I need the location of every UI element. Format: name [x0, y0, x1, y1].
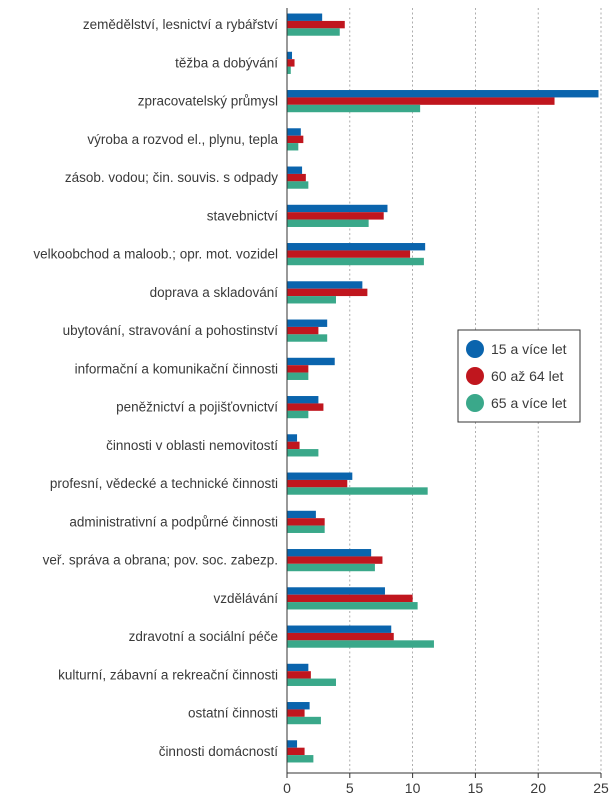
- bar-2-6: [287, 212, 384, 220]
- bar-1-10: [287, 357, 335, 366]
- bar-3-9: [287, 334, 328, 342]
- category-label: administrativní a podpůrné činnosti: [69, 514, 278, 529]
- bar-1-5: [287, 166, 303, 174]
- category-label: těžba a dobývání: [175, 55, 278, 70]
- bar-2-19: [287, 709, 305, 717]
- legend-label-3: 65 a více let: [491, 395, 567, 411]
- bar-3-15: [287, 563, 375, 572]
- bar-1-14: [287, 510, 316, 519]
- bar-1-18: [287, 663, 309, 672]
- bar-3-11: [287, 410, 309, 419]
- bar-3-3: [287, 104, 421, 113]
- bar-2-3: [287, 97, 555, 105]
- bar-2-11: [287, 403, 324, 411]
- bar-2-7: [287, 250, 411, 258]
- category-label: velkoobchod a maloob.; opr. mot. vozidel: [33, 247, 278, 262]
- bars: [287, 13, 599, 763]
- bar-2-4: [287, 135, 304, 144]
- x-tick-label: 15: [468, 780, 484, 796]
- bar-1-20: [287, 740, 298, 748]
- bar-3-5: [287, 181, 309, 189]
- legend-swatch-2: [466, 367, 484, 385]
- bar-2-8: [287, 288, 368, 297]
- bar-2-14: [287, 518, 325, 526]
- bar-2-9: [287, 326, 319, 335]
- bar-1-16: [287, 587, 385, 595]
- category-label: ostatní činnosti: [188, 706, 278, 721]
- legend-label-1: 15 a více let: [491, 341, 567, 357]
- bar-3-20: [287, 755, 314, 763]
- category-label: zpracovatelský průmysl: [138, 94, 278, 109]
- bar-3-8: [287, 296, 336, 304]
- bar-2-13: [287, 479, 348, 488]
- bar-3-17: [287, 640, 434, 648]
- bar-3-4: [287, 143, 299, 151]
- category-label: vzdělávání: [213, 591, 278, 606]
- bar-2-2: [287, 59, 295, 67]
- x-tick-label: 25: [593, 780, 609, 796]
- bar-2-12: [287, 441, 300, 450]
- category-label: činnosti domácností: [159, 744, 279, 759]
- bar-1-4: [287, 128, 301, 136]
- bar-3-1: [287, 28, 340, 36]
- bar-2-1: [287, 20, 345, 29]
- bar-3-16: [287, 602, 418, 610]
- category-labels: zemědělství, lesnictví a rybářství těžba …: [33, 17, 278, 759]
- legend-swatch-3: [466, 394, 484, 412]
- category-label: profesní, vědecké a technické činnosti: [50, 476, 278, 491]
- category-label: výroba a rozvod el., plynu, tepla: [87, 132, 278, 147]
- bar-2-18: [287, 671, 311, 679]
- bar-2-5: [287, 173, 306, 182]
- bar-1-19: [287, 702, 310, 710]
- x-axis: 0 5 10 15 20 25: [283, 8, 609, 796]
- bar-2-15: [287, 556, 383, 564]
- x-tick-label: 5: [346, 780, 354, 796]
- bar-2-20: [287, 747, 305, 756]
- category-label: doprava a skladování: [150, 285, 279, 300]
- bar-3-19: [287, 716, 321, 725]
- bar-1-11: [287, 396, 319, 404]
- bar-1-2: [287, 51, 293, 60]
- bar-1-17: [287, 625, 392, 633]
- bar-1-13: [287, 472, 353, 480]
- legend-swatch-1: [466, 340, 484, 358]
- bar-1-7: [287, 243, 426, 251]
- category-label: činnosti v oblasti nemovitostí: [106, 438, 278, 453]
- bar-3-12: [287, 449, 319, 457]
- category-label: peněžnictví a pojišťovnictví: [116, 400, 278, 415]
- bar-2-17: [287, 632, 394, 641]
- bar-3-14: [287, 525, 325, 533]
- category-label: informační a komunikační činnosti: [75, 361, 278, 376]
- category-label: stavebnictví: [207, 208, 279, 223]
- category-label: zemědělství, lesnictví a rybářství: [83, 17, 278, 32]
- bar-1-1: [287, 13, 323, 21]
- bar-1-12: [287, 434, 298, 442]
- x-tick-label: 20: [530, 780, 546, 796]
- x-tick-label: 10: [405, 780, 421, 796]
- bar-3-10: [287, 372, 309, 380]
- category-label: ubytování, stravování a pohostinství: [63, 323, 279, 338]
- bar-1-15: [287, 549, 372, 557]
- bar-1-3: [287, 90, 599, 98]
- bar-3-13: [287, 487, 428, 495]
- bar-1-6: [287, 204, 388, 213]
- category-label: veř. správa a obrana; pov. soc. zabezp.: [43, 553, 278, 568]
- bar-3-6: [287, 219, 369, 227]
- x-tick-label: 0: [283, 780, 291, 796]
- bar-2-16: [287, 594, 413, 603]
- category-label: zdravotní a sociální péče: [129, 629, 278, 644]
- category-label: kulturní, zábavní a rekreační činnosti: [58, 667, 278, 682]
- legend: 15 a více let 60 až 64 let 65 a více let: [457, 329, 581, 423]
- bar-3-7: [287, 257, 424, 266]
- bar-1-8: [287, 281, 363, 289]
- bar-3-18: [287, 678, 336, 686]
- category-label: zásob. vodou; čin. souvis. s odpady: [65, 170, 278, 185]
- legend-label-2: 60 až 64 let: [491, 368, 563, 384]
- bar-1-9: [287, 319, 328, 327]
- bar-3-2: [287, 66, 291, 74]
- bar-2-10: [287, 365, 309, 373]
